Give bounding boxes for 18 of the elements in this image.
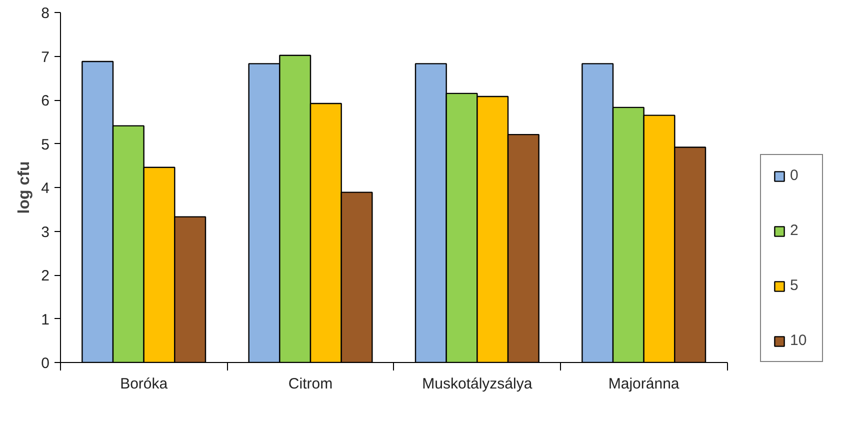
x-tick-label: Majoránna [608,376,680,392]
x-tick-label: Citrom [288,376,333,392]
y-tick-label: 0 [41,355,50,372]
y-tick-label: 8 [41,5,50,22]
y-tick-label: 7 [41,48,50,66]
x-tick-label: Boróka [120,376,168,392]
y-tick-label: 1 [41,311,50,328]
y-tick-label: 6 [41,92,50,110]
legend-label: 2 [790,222,800,239]
y-tick-label: 5 [41,136,50,154]
legend-label: 0 [790,167,800,184]
x-tick-label: Muskotályzsálya [422,376,533,392]
y-axis-title: log cfu [16,161,34,214]
y-tick-label: 4 [41,180,50,197]
legend-label: 10 [790,332,808,349]
legend-label: 5 [790,277,800,294]
y-tick-label: 3 [41,224,50,241]
y-tick-label: 2 [41,268,50,284]
